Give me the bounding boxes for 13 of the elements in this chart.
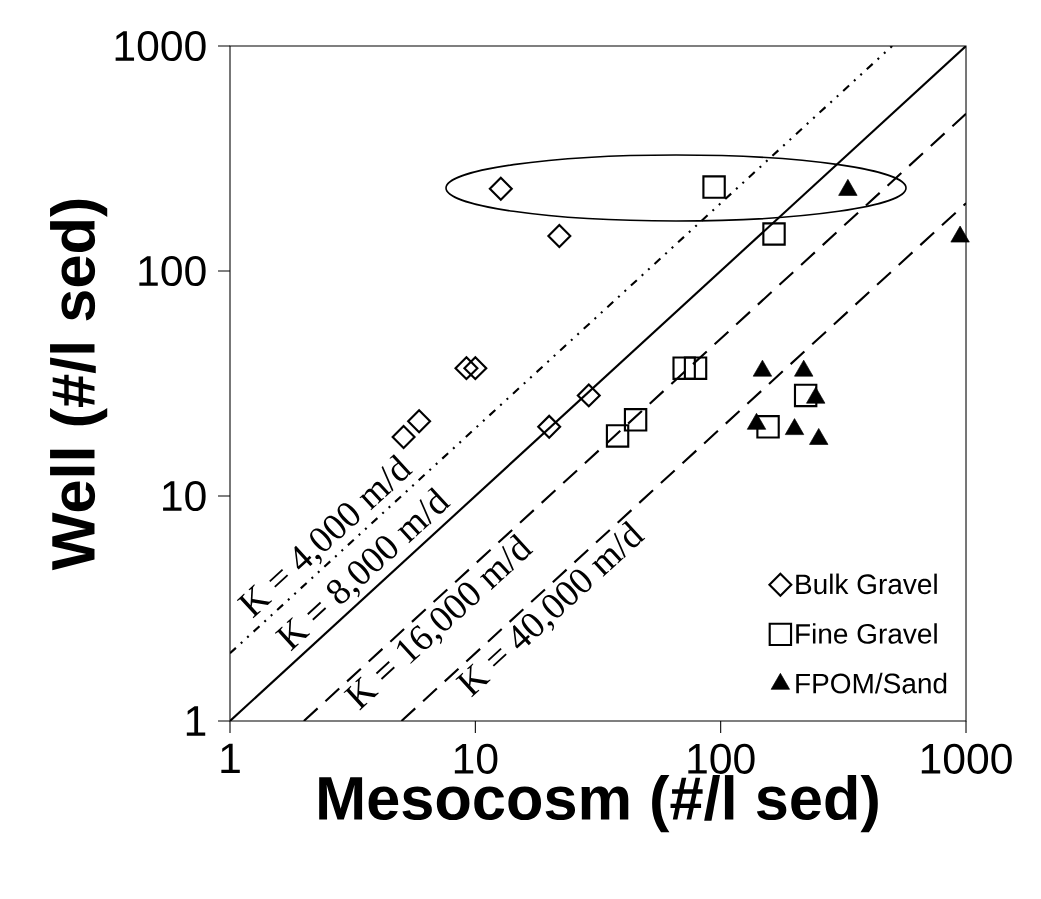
x-tick-label: 1 <box>221 743 240 774</box>
x-tick-label: 1000 <box>921 743 1012 774</box>
legend-label: FPOM/Sand <box>796 672 947 694</box>
x-tick-label: 100 <box>688 743 755 774</box>
y-tick-label: 100 <box>139 255 206 287</box>
y-axis-title: Well (#/l sed) <box>50 199 108 571</box>
y-tick-label: 1 <box>186 706 206 736</box>
y-tick-label: 1000 <box>115 30 206 62</box>
y-tick-label: 10 <box>163 480 206 512</box>
x-tick-label: 10 <box>454 743 498 774</box>
x-axis-title: Mesocosm (#/l sed) <box>319 775 878 833</box>
legend-label: Fine Gravel <box>796 623 937 644</box>
legend-label: Bulk Gravel <box>796 573 937 595</box>
